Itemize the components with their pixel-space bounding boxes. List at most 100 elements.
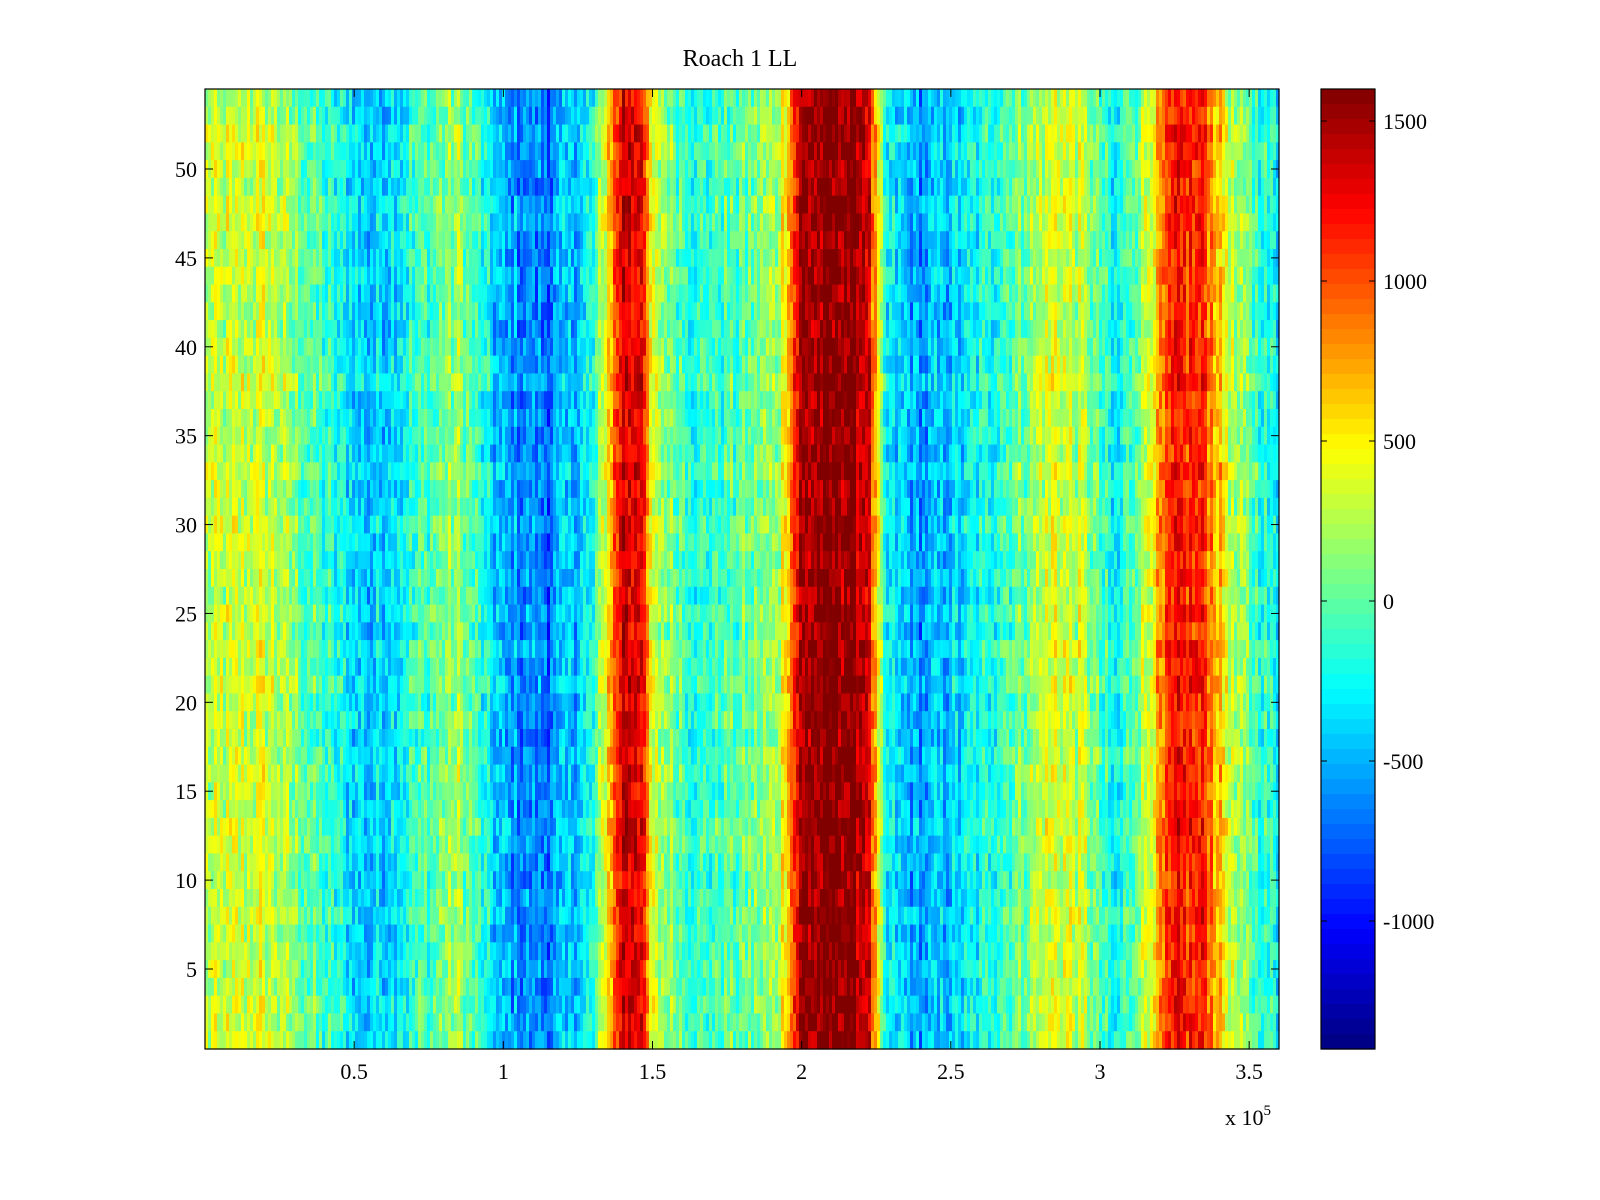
heatmap-cell: [1084, 124, 1088, 143]
heatmap-cell: [439, 213, 443, 232]
heatmap-cell: [349, 231, 353, 250]
heatmap-cell: [1096, 177, 1100, 197]
heatmap-cell: [1114, 249, 1118, 268]
heatmap-cell: [829, 106, 833, 126]
heatmap-cell: [1039, 160, 1043, 179]
heatmap-cell: [481, 142, 485, 161]
heatmap-cell: [565, 177, 569, 197]
heatmap-cell: [262, 160, 266, 179]
heatmap-cell: [811, 177, 815, 197]
heatmap-cell: [928, 266, 932, 286]
heatmap-cell: [700, 89, 704, 108]
heatmap-cell: [283, 160, 287, 179]
heatmap-cell: [610, 142, 614, 161]
heatmap-cell: [1036, 142, 1040, 161]
heatmap-cell: [748, 231, 752, 250]
heatmap-cell: [469, 160, 473, 179]
heatmap-cell: [1021, 302, 1025, 321]
heatmap-cell: [790, 231, 794, 250]
heatmap-cell: [550, 195, 554, 215]
heatmap-cell: [469, 142, 473, 161]
heatmap-cell: [988, 231, 992, 250]
heatmap-cell: [328, 142, 332, 161]
heatmap-cell: [1255, 302, 1259, 321]
heatmap-cell: [931, 160, 935, 179]
heatmap-cell: [526, 160, 530, 179]
heatmap-cell: [499, 177, 503, 197]
heatmap-cell: [382, 213, 386, 232]
heatmap-cell: [538, 213, 542, 232]
heatmap-cell: [1255, 284, 1259, 303]
heatmap-cell: [298, 177, 302, 197]
heatmap-cell: [313, 89, 317, 108]
heatmap-cell: [388, 124, 392, 143]
heatmap-cell: [739, 89, 743, 108]
heatmap-cell: [247, 231, 251, 250]
heatmap-cell: [1039, 142, 1043, 161]
heatmap-cell: [820, 124, 824, 143]
heatmap-cell: [292, 177, 296, 197]
heatmap-cell: [1063, 213, 1067, 232]
heatmap-cell: [973, 142, 977, 161]
heatmap-cell: [379, 266, 383, 286]
heatmap-cell: [937, 231, 941, 250]
heatmap-cell: [781, 160, 785, 179]
heatmap-cell: [556, 266, 560, 286]
heatmap-cell: [448, 213, 452, 232]
heatmap-cell: [778, 249, 782, 268]
heatmap-cell: [289, 213, 293, 232]
heatmap-cell: [319, 124, 323, 143]
heatmap-cell: [964, 249, 968, 268]
heatmap-cell: [925, 302, 929, 321]
heatmap-cell: [1222, 284, 1226, 303]
heatmap-cell: [217, 177, 221, 197]
heatmap-cell: [589, 106, 593, 126]
heatmap-cell: [796, 231, 800, 250]
heatmap-cell: [1165, 302, 1169, 321]
heatmap-cell: [649, 124, 653, 143]
heatmap-cell: [958, 124, 962, 143]
heatmap-cell: [802, 89, 806, 108]
heatmap-cell: [352, 124, 356, 143]
heatmap-cell: [886, 177, 890, 197]
heatmap-cell: [757, 89, 761, 108]
heatmap-cell: [754, 266, 758, 286]
heatmap-cell: [676, 231, 680, 250]
heatmap-cell: [613, 302, 617, 321]
heatmap-cell: [934, 160, 938, 179]
heatmap-cell: [508, 177, 512, 197]
heatmap-cell: [1102, 106, 1106, 126]
heatmap-cell: [595, 302, 599, 321]
heatmap-cell: [247, 266, 251, 286]
heatmap-cell: [475, 124, 479, 143]
heatmap-cell: [727, 302, 731, 321]
heatmap-cell: [1273, 284, 1277, 303]
heatmap-cell: [922, 195, 926, 215]
heatmap-cell: [277, 320, 281, 339]
heatmap-cell: [538, 266, 542, 286]
heatmap-cell: [844, 124, 848, 143]
heatmap-cell: [1123, 266, 1127, 286]
heatmap-cell: [1222, 302, 1226, 321]
heatmap-cell: [1129, 89, 1133, 108]
heatmap-cell: [316, 284, 320, 303]
heatmap-cell: [1126, 142, 1130, 161]
heatmap-cell: [289, 231, 293, 250]
heatmap-cell: [1180, 142, 1184, 161]
heatmap-cell: [901, 284, 905, 303]
heatmap-cell: [478, 284, 482, 303]
heatmap-cell: [1099, 89, 1103, 108]
heatmap-cell: [337, 106, 341, 126]
heatmap-cell: [1198, 213, 1202, 232]
heatmap-cell: [268, 142, 272, 161]
heatmap-cell: [859, 160, 863, 179]
heatmap-cell: [277, 284, 281, 303]
heatmap-cell: [910, 142, 914, 161]
heatmap-cell: [256, 89, 260, 108]
heatmap-cell: [913, 195, 917, 215]
heatmap-cell: [856, 302, 860, 321]
heatmap-cell: [271, 124, 275, 143]
heatmap-cell: [814, 249, 818, 268]
heatmap-cell: [208, 124, 212, 143]
heatmap-cell: [439, 266, 443, 286]
